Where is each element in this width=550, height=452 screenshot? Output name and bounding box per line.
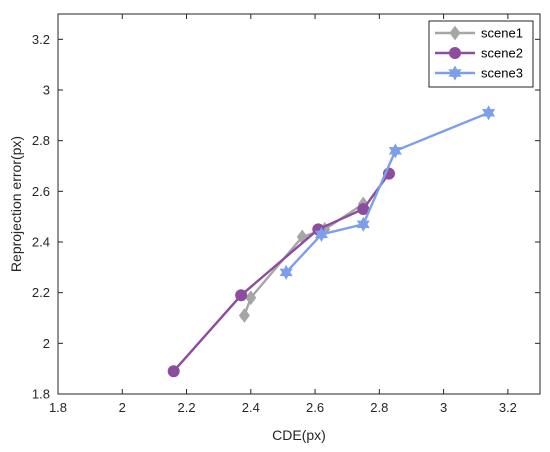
legend-label: scene3 (481, 66, 523, 81)
legend-label: scene1 (481, 26, 523, 41)
data-point-scene3 (314, 226, 329, 242)
data-point-scene2 (167, 365, 180, 378)
series-scene3 (279, 105, 496, 280)
data-point-scene3 (388, 143, 402, 159)
legend-item-scene2: scene2 (435, 46, 523, 61)
x-tick-label: 3 (440, 400, 447, 415)
legend-marker-scene2 (449, 47, 461, 59)
legend-marker-scene3 (448, 65, 462, 81)
data-point-scene1 (245, 290, 257, 306)
y-tick-label: 2.6 (32, 184, 50, 199)
y-axis-ticks: 1.8 2 2.2 2.4 2.6 2.8 3 3.2 (32, 32, 540, 402)
legend-label: scene2 (481, 46, 523, 61)
x-tick-label: 1.8 (49, 400, 67, 415)
y-tick-label: 3 (43, 83, 50, 98)
y-axis-title: Reprojection error(px) (8, 136, 24, 272)
y-tick-label: 2.8 (32, 133, 50, 148)
y-tick-label: 2.4 (32, 235, 50, 250)
x-tick-label: 2.8 (370, 400, 388, 415)
data-point-scene3 (482, 105, 496, 121)
data-point-scene2 (235, 289, 248, 302)
x-tick-label: 2 (119, 400, 126, 415)
legend-marker-scene1 (449, 25, 461, 41)
x-tick-label: 2.2 (177, 400, 195, 415)
y-tick-label: 1.8 (32, 387, 50, 402)
x-tick-label: 2.4 (242, 400, 260, 415)
legend-item-scene1: scene1 (435, 26, 523, 41)
data-point-scene3 (356, 216, 370, 232)
y-tick-label: 2.2 (32, 285, 50, 300)
x-tick-label: 2.6 (306, 400, 324, 415)
data-point-scene1 (238, 308, 250, 323)
series-layer (167, 105, 496, 378)
y-tick-label: 2 (43, 336, 50, 351)
x-tick-label: 3.2 (499, 400, 517, 415)
x-axis-title: CDE(px) (272, 427, 326, 443)
legend-item-scene3: scene3 (435, 65, 523, 81)
data-point-scene3 (279, 264, 293, 280)
x-axis-ticks: 1.8 2 2.2 2.4 2.6 2.8 3 3.2 (49, 14, 517, 415)
y-tick-label: 3.2 (32, 32, 50, 47)
legend: scene1 scene2 scene3 (428, 20, 534, 88)
